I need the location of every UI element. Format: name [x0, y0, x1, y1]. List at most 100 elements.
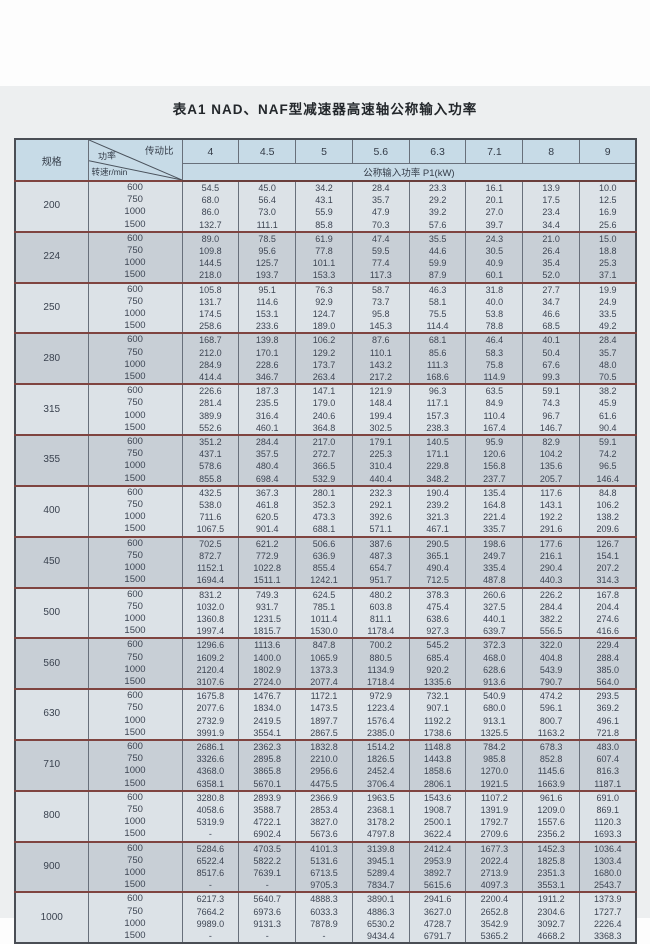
power-value-cell: 7664.2	[181, 905, 239, 918]
power-value-cell: 2806.1	[408, 777, 466, 791]
power-value-cell: 785.1	[295, 600, 353, 613]
power-value-cell: 4703.5	[238, 840, 296, 855]
power-value-cell: 1815.7	[238, 625, 296, 639]
table-row: 750 1609.2 1400.0 1065.9 880.5 685.4 468.0 404.…	[15, 651, 637, 664]
power-value-cell: 5615.6	[408, 879, 466, 893]
power-value-cell: 7878.9	[295, 917, 353, 930]
power-value-cell: -	[238, 929, 296, 944]
power-value-cell: 951.7	[351, 574, 410, 588]
power-value-cell: 13.9	[522, 179, 580, 195]
power-value-cell: 1834.0	[238, 702, 296, 715]
speed-cell: 750	[87, 397, 182, 410]
power-value-cell: 688.1	[295, 523, 353, 537]
power-value-cell: 226.6	[181, 383, 239, 398]
speed-cell: 1000	[87, 714, 182, 727]
power-value-cell: 4797.8	[351, 828, 410, 842]
table-row: 1500-6902.4 5673.6 4797.8 3622.4 2709.6 2356.…	[15, 828, 637, 842]
power-value-cell: 77.4	[351, 257, 410, 270]
power-value-cell: 628.6	[465, 663, 523, 676]
power-value-cell: 132.7	[181, 218, 239, 232]
spec-cell-315: 315	[15, 383, 88, 436]
power-value-cell: 1694.4	[181, 574, 239, 588]
power-value-cell: 2412.4	[408, 840, 466, 855]
power-value-cell: 87.9	[408, 269, 466, 283]
power-value-cell: 85.6	[408, 346, 466, 359]
power-value-cell: 1727.7	[579, 905, 637, 918]
power-value-cell: 7834.7	[351, 879, 410, 893]
speed-cell: 750	[87, 549, 182, 563]
table-row: 900 600 5284.6 4703.5 4101.3 3139.8 2412.4 1677…	[15, 840, 637, 893]
power-value-cell: 1231.5	[238, 612, 296, 626]
table-row: 315 600 226.6 187.3 147.1 121.9 96.3 63.5 59.1 38…	[15, 383, 637, 436]
speed-cell: 750	[87, 905, 182, 918]
power-value-cell: 4368.0	[181, 765, 239, 778]
power-value-cell: 784.2	[465, 738, 523, 754]
power-value-cell: 189.0	[295, 320, 353, 334]
power-value-cell: 143.1	[522, 499, 580, 512]
power-value-cell: 7639.1	[238, 866, 296, 880]
power-value-cell: 63.5	[465, 383, 523, 398]
power-value-cell: 1036.4	[579, 840, 637, 855]
table-row: 1000 144.5 125.7 101.1 77.4 59.9 40.9 35.4 25.3	[15, 257, 637, 270]
power-value-cell: 2956.6	[295, 765, 353, 778]
power-value-cell: 120.6	[465, 448, 523, 461]
power-value-cell: 146.7	[522, 421, 580, 436]
power-value-cell: 4475.5	[295, 777, 353, 791]
power-value-cell: 193.7	[238, 269, 296, 283]
power-value-cell: 1113.6	[238, 637, 296, 652]
power-value-cell: 288.4	[579, 651, 637, 664]
power-value-cell: 414.4	[181, 371, 239, 385]
power-value-cell: 101.1	[295, 257, 353, 270]
power-value-cell: 3588.7	[238, 803, 296, 817]
power-value-cell: 1476.7	[238, 688, 296, 703]
power-value-cell: 1663.9	[522, 777, 580, 791]
power-value-cell: 6217.3	[181, 891, 239, 906]
power-value-cell: 1443.8	[408, 753, 466, 766]
power-value-cell: 148.4	[351, 397, 410, 410]
power-value-cell: -	[295, 929, 353, 944]
power-value-cell: 1192.2	[408, 714, 466, 727]
power-value-cell: 110.4	[465, 409, 523, 422]
table-row: 1000 174.5 153.1 124.7 95.8 75.5 53.8 46.6 33.5	[15, 308, 637, 321]
speed-cell: 1500	[87, 929, 182, 944]
power-value-cell: 73.7	[351, 295, 410, 309]
power-value-cell: 2368.1	[351, 803, 410, 817]
ratio-header-4.5: 4.5	[238, 139, 296, 164]
table-row: 1000 8517.6 7639.1 6713.5 5289.4 3892.7 2713.9…	[15, 866, 637, 880]
table-row: 1000 9989.0 9131.3 7878.9 6530.2 4728.7 3542.9…	[15, 917, 637, 930]
power-value-cell: 284.4	[522, 600, 580, 613]
power-value-cell: 855.4	[295, 562, 353, 575]
power-value-cell: 49.2	[579, 320, 637, 334]
power-value-cell: 68.0	[181, 194, 239, 207]
power-value-cell: 280.1	[295, 484, 353, 500]
power-value-cell: 348.2	[408, 472, 466, 486]
table-row: 1000 578.6 480.4 366.5 310.4 229.8 156.8 135.6 9…	[15, 460, 637, 473]
power-value-cell: 3368.3	[579, 929, 637, 944]
power-value-cell: 53.8	[465, 308, 523, 321]
power-value-cell: 35.4	[522, 257, 580, 270]
power-value-cell: 96.5	[579, 460, 637, 473]
power-value-cell: 691.0	[579, 789, 637, 804]
power-value-cell: 39.7	[465, 218, 523, 232]
table-row: 750 6522.4 5822.2 5131.6 3945.1 2953.9 2022.4 1…	[15, 854, 637, 867]
power-value-cell: 290.5	[408, 535, 466, 550]
power-value-cell: 440.3	[522, 574, 580, 588]
power-value-cell: 1223.4	[351, 702, 410, 715]
speed-cell: 600	[87, 434, 182, 449]
power-value-cell: 258.6	[181, 320, 239, 334]
speed-cell: 1500	[87, 625, 182, 639]
speed-cell: 600	[87, 230, 182, 246]
power-value-cell: 2853.4	[295, 803, 353, 817]
power-value-cell: 111.3	[408, 358, 466, 372]
power-value-cell: 678.3	[522, 738, 580, 754]
power-value-cell: 16.1	[465, 179, 523, 195]
power-value-cell: 204.4	[579, 600, 637, 613]
power-value-cell: 121.9	[351, 383, 410, 398]
power-value-cell: 310.4	[351, 460, 410, 473]
power-value-cell: 154.1	[579, 549, 637, 563]
power-value-cell: 316.4	[238, 409, 296, 422]
power-value-cell: 45.0	[238, 179, 296, 195]
table-row: 750 281.4 235.5 179.0 148.4 117.1 84.9 74.3 45.9	[15, 397, 637, 410]
power-value-cell: 60.1	[465, 269, 523, 283]
ratio-header-5.6: 5.6	[351, 139, 410, 164]
